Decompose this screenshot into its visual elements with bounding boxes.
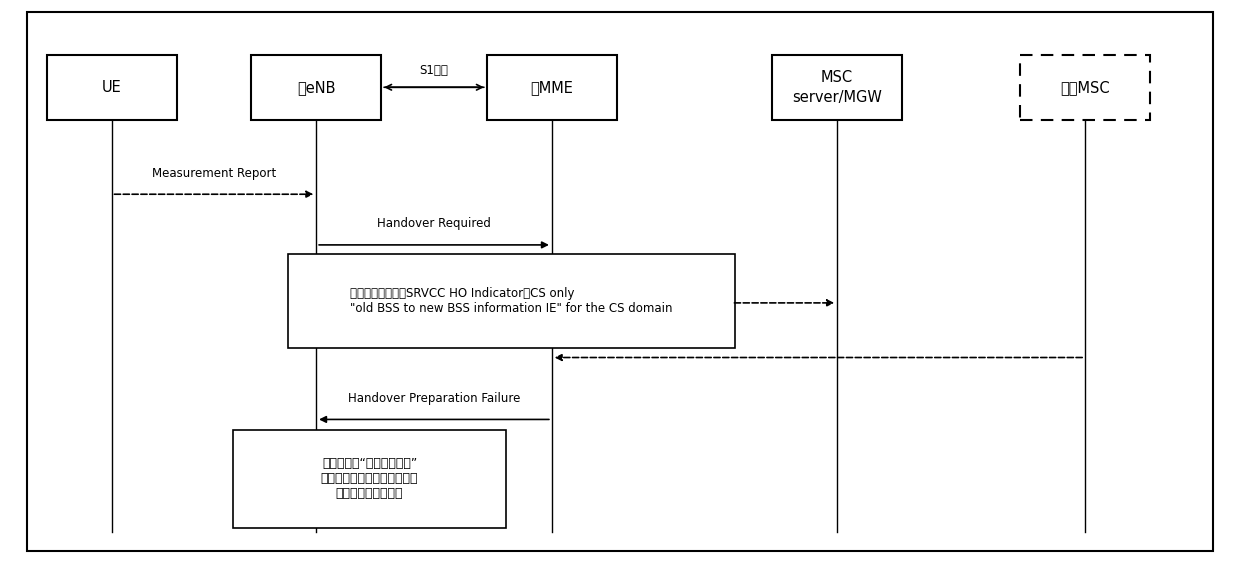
Text: 目标MSC: 目标MSC — [1060, 80, 1110, 95]
Text: Handover Preparation Failure: Handover Preparation Failure — [347, 392, 521, 405]
Text: UE: UE — [102, 80, 122, 95]
Bar — [486, 55, 618, 119]
Text: 源MME: 源MME — [531, 80, 573, 95]
Text: 源eNB: 源eNB — [296, 80, 336, 95]
Bar — [288, 254, 735, 348]
Bar — [47, 55, 176, 119]
Bar — [1019, 55, 1149, 119]
Bar — [233, 430, 506, 528]
Text: 切换请求中携带：SRVCC HO Indicator：CS only
"old BSS to new BSS information IE" for the C: 切换请求中携带：SRVCC HO Indicator：CS only "old … — [350, 287, 673, 315]
Bar — [771, 55, 903, 119]
Text: Measurement Report: Measurement Report — [151, 167, 277, 180]
Text: Handover Required: Handover Required — [377, 217, 491, 230]
Text: S1接口: S1接口 — [419, 64, 449, 77]
Bar — [250, 55, 382, 119]
Text: MSC
server/MGW: MSC server/MGW — [792, 70, 882, 105]
Text: 源小区收到“切换准备失败”
或没有收到任何消息超时，都
判断为切换准备失败: 源小区收到“切换准备失败” 或没有收到任何消息超时，都 判断为切换准备失败 — [321, 457, 418, 501]
